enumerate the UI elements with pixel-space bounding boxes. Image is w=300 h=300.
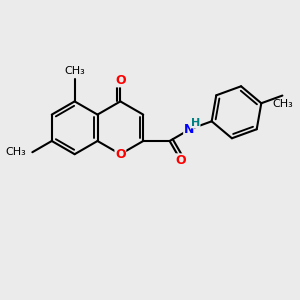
- Text: CH₃: CH₃: [6, 147, 26, 157]
- Text: CH₃: CH₃: [272, 99, 293, 109]
- Text: O: O: [115, 148, 126, 161]
- Text: O: O: [115, 74, 126, 87]
- Text: CH₃: CH₃: [64, 66, 85, 76]
- Text: N: N: [184, 123, 194, 136]
- Text: O: O: [176, 154, 186, 167]
- Text: H: H: [191, 118, 200, 128]
